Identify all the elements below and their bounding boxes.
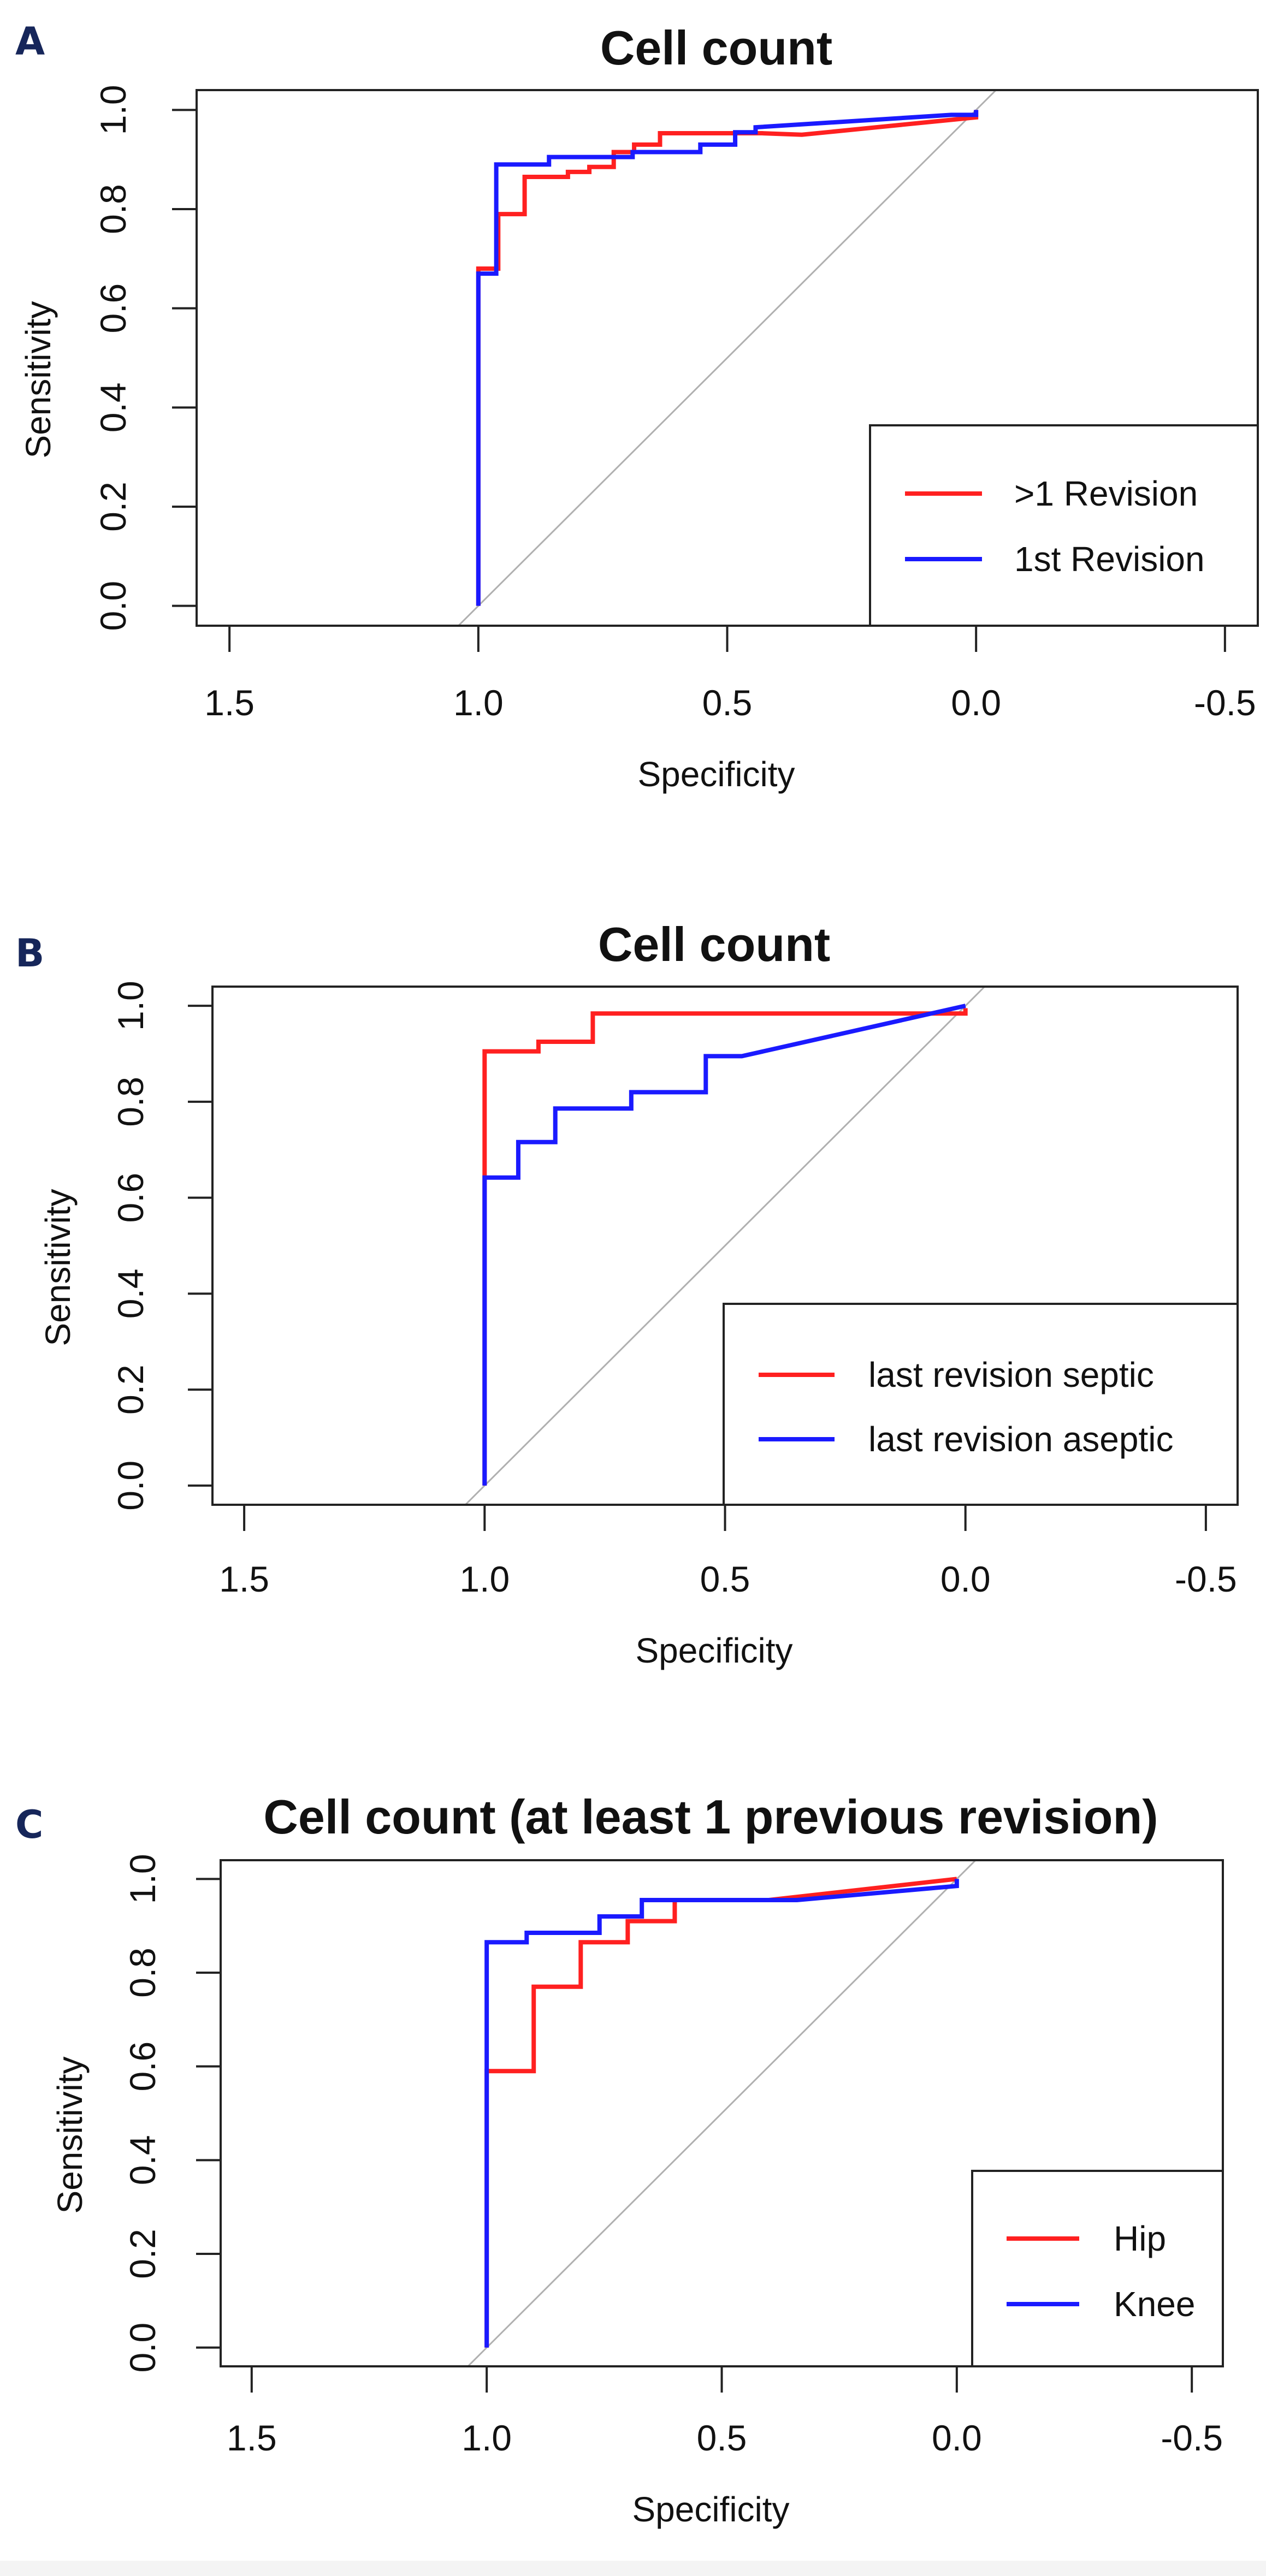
legend-label: last revision aseptic (868, 1420, 1173, 1459)
x-tick-label: 0.0 (932, 2418, 982, 2458)
x-axis-title: Specificity (637, 755, 795, 794)
chart-title: Cell count (600, 21, 832, 75)
legend-label: last revision septic (868, 1355, 1154, 1394)
x-tick-label: 0.0 (951, 682, 1001, 723)
x-tick-label: -0.5 (1175, 1559, 1237, 1599)
x-axis-title: Specificity (632, 2490, 789, 2529)
y-tick-label: 0.8 (122, 1948, 163, 1998)
y-tick-label: 0.6 (93, 283, 133, 334)
y-tick-label: 0.2 (122, 2229, 163, 2279)
reference-diagonal (458, 90, 997, 626)
x-tick-label: 1.0 (453, 682, 504, 723)
panel-label: B (15, 931, 44, 976)
y-tick-label: 0.6 (110, 1173, 151, 1223)
x-tick-label: 1.0 (462, 2418, 512, 2458)
x-tick-label: 0.0 (940, 1559, 991, 1599)
roc-curve-blue (482, 1004, 966, 1486)
y-tick-label: 1.0 (122, 1854, 163, 1904)
legend-label: 1st Revision (1014, 539, 1205, 579)
y-tick-label: 0.4 (93, 382, 133, 432)
y-tick-label: 0.8 (93, 184, 133, 234)
x-tick-label: 1.5 (204, 682, 255, 723)
x-tick-label: 1.5 (219, 1559, 269, 1599)
roc-curve-red (476, 110, 979, 606)
x-axis-title: Specificity (635, 1631, 792, 1670)
x-tick-label: 0.5 (697, 2418, 747, 2458)
legend-box (723, 1303, 1239, 1506)
x-tick-label: -0.5 (1161, 2418, 1223, 2458)
y-tick-label: 1.0 (93, 85, 133, 135)
y-tick-label: 0.2 (110, 1364, 151, 1415)
y-tick-label: 1.0 (110, 981, 151, 1031)
y-tick-label: 0.0 (93, 581, 133, 631)
chart-title: Cell count (at least 1 previous revision… (263, 1790, 1158, 1844)
y-tick-label: 0.6 (122, 2041, 163, 2092)
y-axis-title: Sensitivity (19, 301, 58, 458)
legend-label: Knee (1114, 2284, 1195, 2324)
x-tick-label: 0.5 (702, 682, 753, 723)
panel-label: C (15, 1802, 43, 1847)
y-axis-title: Sensitivity (38, 1189, 78, 1346)
roc-curve-red (482, 1008, 968, 1486)
y-tick-label: 0.4 (122, 2135, 163, 2185)
y-axis-title: Sensitivity (50, 2056, 90, 2213)
y-tick-label: 0.0 (122, 2323, 163, 2373)
y-tick-label: 0.0 (110, 1461, 151, 1511)
legend-box (869, 424, 1259, 627)
legend-label: >1 Revision (1014, 474, 1198, 513)
reference-diagonal (467, 1860, 977, 2366)
y-tick-label: 0.4 (110, 1268, 151, 1319)
roc-curve-blue (476, 110, 979, 606)
y-tick-label: 0.8 (110, 1077, 151, 1127)
roc-curve-blue (484, 1879, 959, 2348)
y-tick-label: 0.2 (93, 482, 133, 532)
reference-diagonal (465, 987, 985, 1505)
x-tick-label: 0.5 (700, 1559, 750, 1599)
bottom-band (0, 2561, 1266, 2576)
x-tick-label: 1.5 (227, 2418, 277, 2458)
legend-label: Hip (1114, 2219, 1166, 2258)
x-tick-label: -0.5 (1194, 682, 1256, 723)
chart-title: Cell count (598, 917, 830, 971)
panel-label: A (15, 19, 45, 64)
legend-box (971, 2170, 1224, 2367)
x-tick-label: 1.0 (459, 1559, 510, 1599)
